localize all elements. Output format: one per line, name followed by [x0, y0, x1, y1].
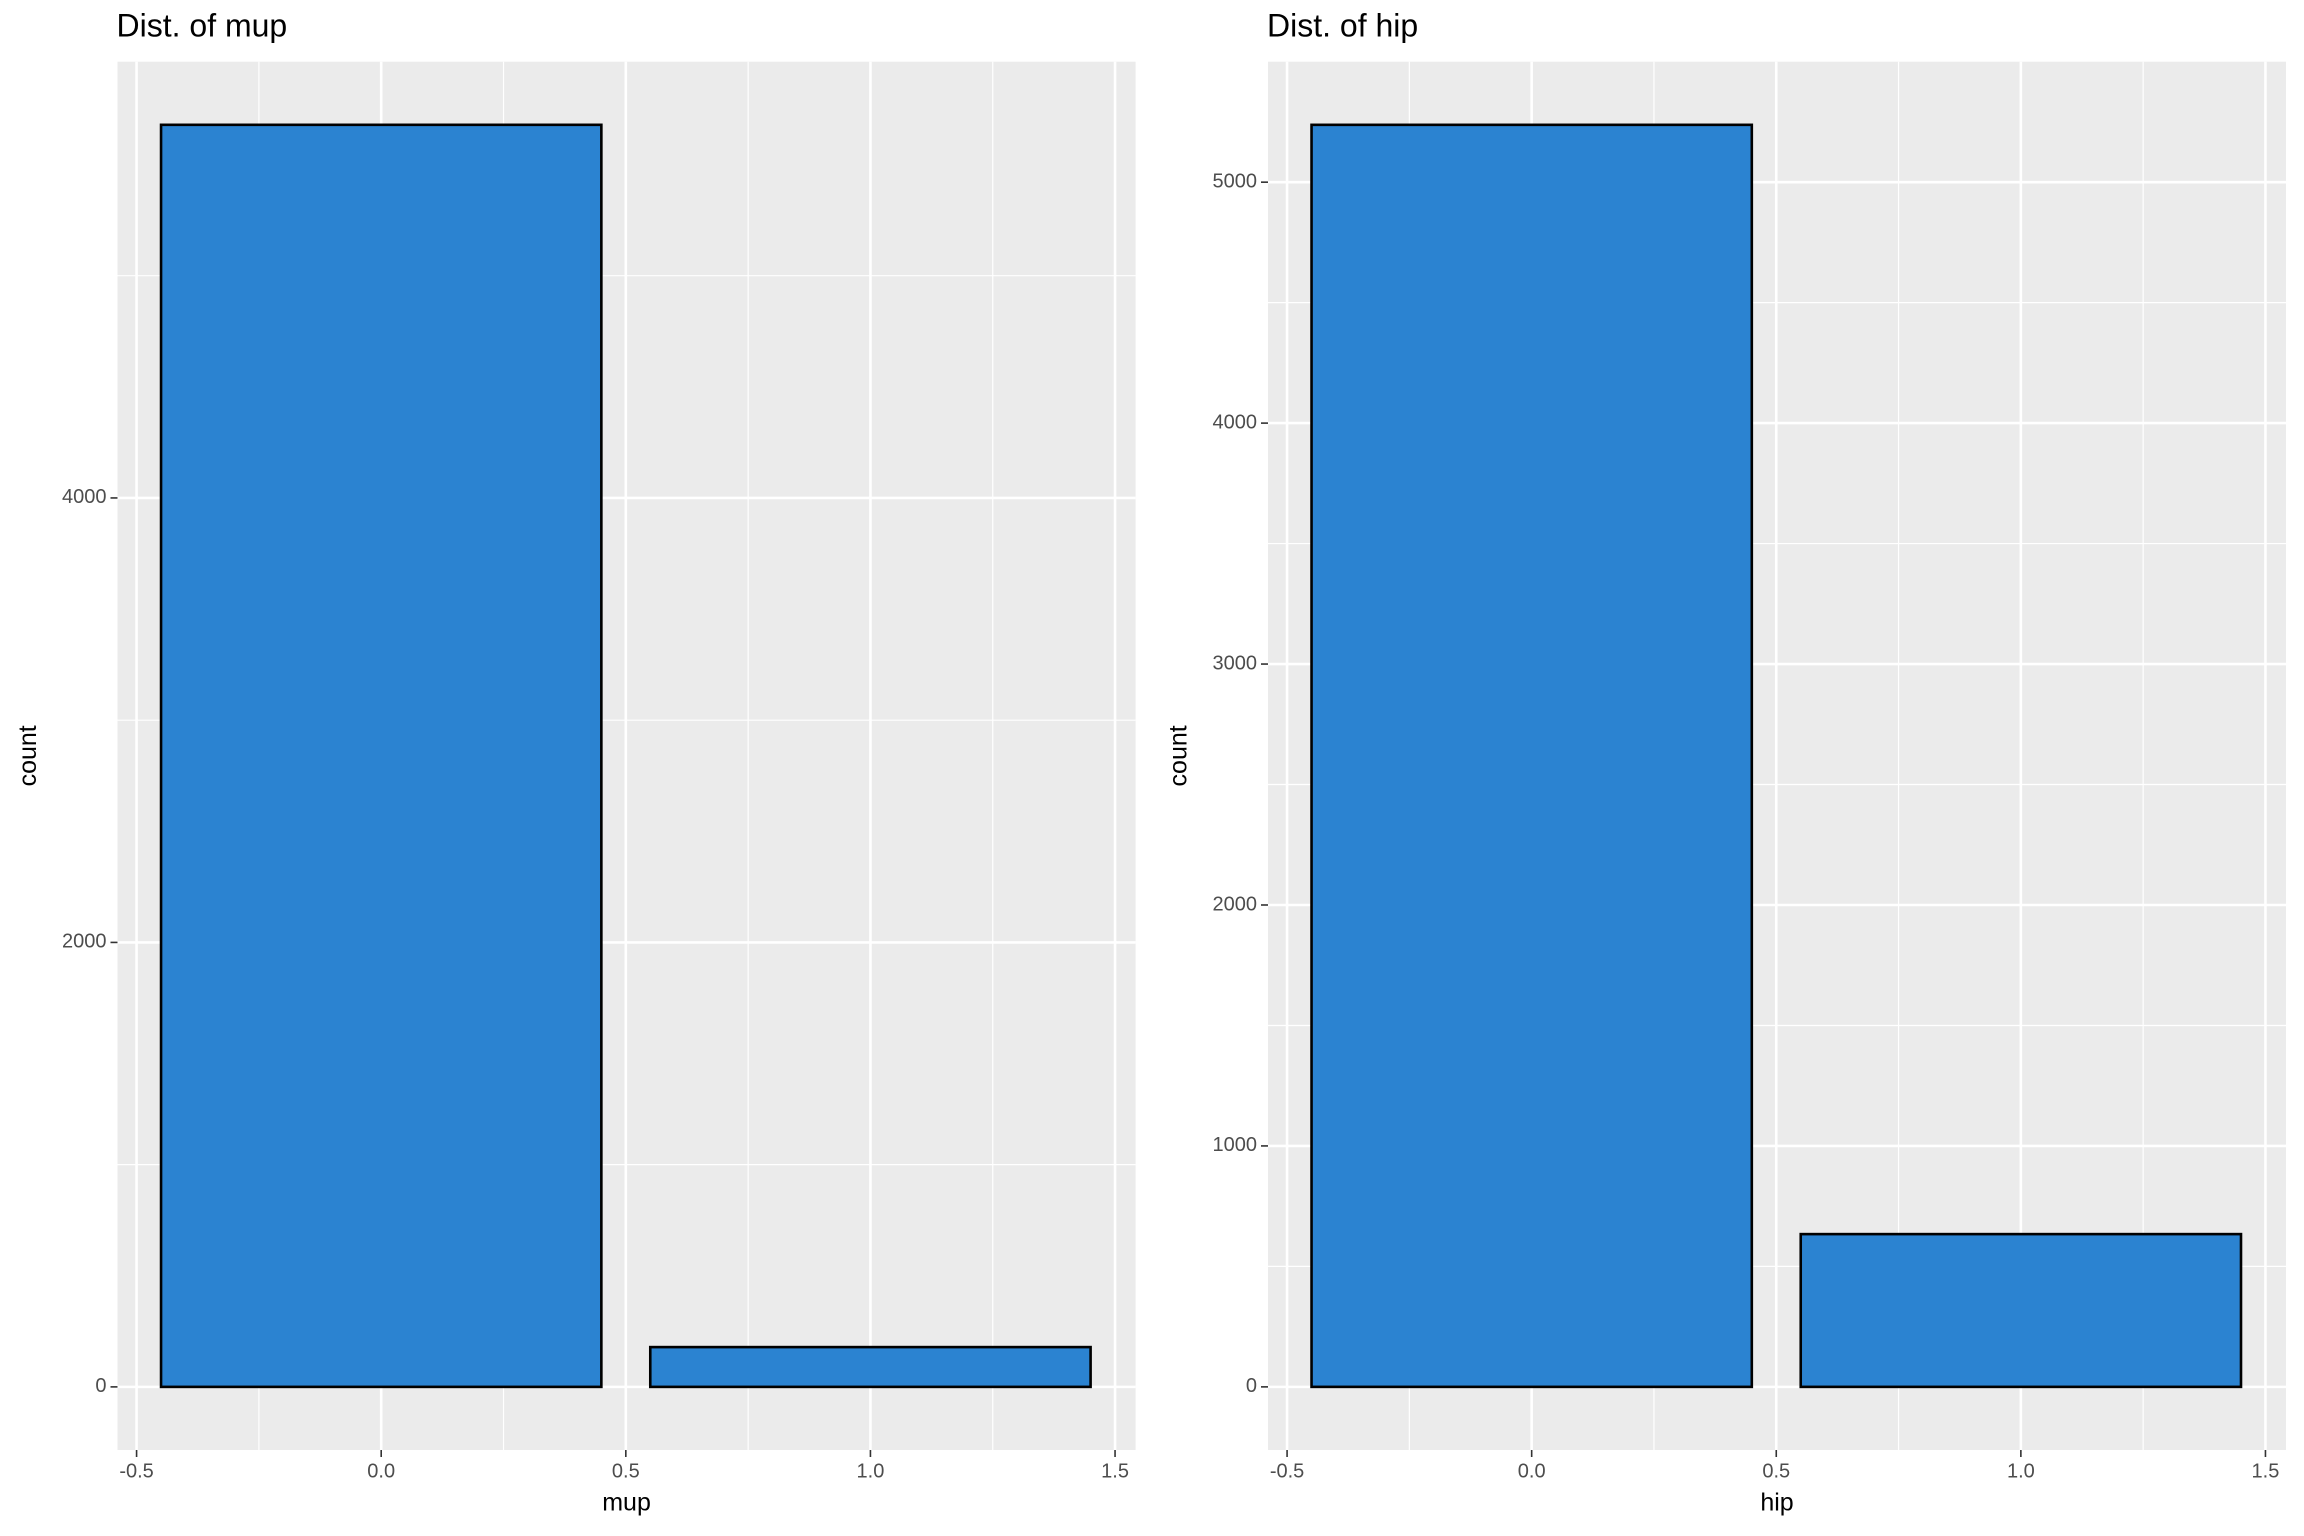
x-tick-label: 0.0	[1518, 1460, 1546, 1482]
y-tick-label: 5000	[1213, 170, 1258, 192]
x-tick-label: -0.5	[1270, 1460, 1304, 1482]
bar	[648, 1345, 1092, 1389]
x-tick-label: 1.0	[2007, 1460, 2035, 1482]
y-tick-label: 3000	[1213, 652, 1258, 674]
x-axis-label: hip	[1760, 1489, 1793, 1517]
x-tick-label: 0.5	[612, 1460, 640, 1482]
x-tick-label: 0.0	[367, 1460, 395, 1482]
y-tick-label: 4000	[62, 486, 107, 508]
y-tick-label: 2000	[62, 931, 107, 953]
y-axis-label: count	[1165, 725, 1193, 786]
bar	[159, 123, 603, 1389]
chart-title: Dist. of hip	[1267, 7, 1418, 43]
y-tick-label: 4000	[1213, 411, 1258, 433]
chart-title: Dist. of mup	[117, 7, 288, 43]
y-tick-label: 0	[95, 1375, 106, 1397]
x-tick-label: -0.5	[119, 1460, 153, 1482]
x-tick-label: 0.5	[1762, 1460, 1790, 1482]
x-tick-label: 1.5	[1101, 1460, 1129, 1482]
y-tick-label: 2000	[1213, 893, 1258, 915]
y-tick-label: 0	[1246, 1375, 1257, 1397]
y-tick-label: 1000	[1213, 1134, 1258, 1156]
x-tick-label: 1.5	[2252, 1460, 2280, 1482]
x-tick-label: 1.0	[857, 1460, 885, 1482]
y-axis-label: count	[14, 725, 42, 786]
x-axis-label: mup	[602, 1489, 651, 1517]
bar	[1310, 123, 1754, 1389]
bar	[1799, 1232, 2243, 1389]
